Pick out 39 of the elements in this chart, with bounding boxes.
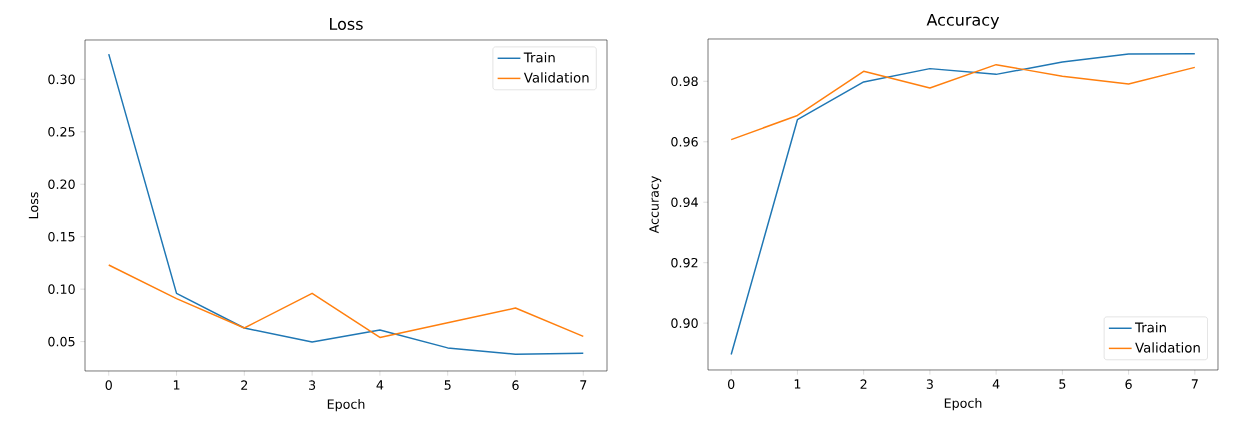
legend-label: Train: [1134, 322, 1166, 333]
x-tick-label: 6: [1125, 379, 1132, 389]
x-tick-label: 5: [1059, 379, 1066, 389]
x-tick-label: 1: [173, 380, 180, 390]
y-tick-label: 0.20: [48, 179, 75, 190]
x-axis-title: Epoch: [327, 399, 365, 412]
x-tick-label: 4: [376, 380, 384, 390]
x-tick-label: 5: [444, 380, 451, 390]
x-tick-label: 4: [992, 379, 1000, 389]
line-series: [730, 63, 1196, 141]
y-tick-label: 0.30: [48, 74, 75, 85]
line-series: [108, 264, 585, 339]
x-tick-label: 2: [860, 379, 867, 389]
x-tick-label: 3: [309, 380, 316, 390]
y-tick-label: 0.10: [48, 284, 75, 294]
legend-label: Validation: [1135, 342, 1200, 353]
x-tick-label: 6: [512, 380, 519, 390]
legend-label: Validation: [523, 72, 589, 83]
y-tick-label: 0.96: [671, 136, 698, 147]
x-tick-label: 7: [580, 380, 587, 390]
y-tick-label: 0.25: [48, 126, 75, 137]
chart-title: Loss: [330, 18, 363, 30]
y-axis-title: Loss: [28, 192, 39, 219]
x-tick-label: 3: [926, 379, 933, 389]
x-tick-label: 1: [794, 379, 801, 389]
chart-title: Accuracy: [926, 13, 1000, 29]
legend-label: Train: [523, 52, 555, 63]
y-tick-label: 0.92: [671, 257, 698, 268]
y-tick-label: 0.98: [671, 76, 698, 87]
x-axis-title: Epoch: [944, 398, 982, 411]
y-tick-label: 0.15: [48, 231, 75, 242]
x-tick-label: 0: [105, 380, 112, 390]
x-tick-label: 2: [241, 380, 248, 390]
x-tick-label: 0: [728, 379, 735, 389]
y-tick-label: 0.90: [671, 318, 698, 328]
x-tick-label: 7: [1191, 379, 1198, 389]
y-tick-label: 0.05: [48, 336, 75, 347]
y-axis-title: Accuracy: [649, 175, 662, 234]
y-tick-label: 0.94: [671, 197, 698, 208]
